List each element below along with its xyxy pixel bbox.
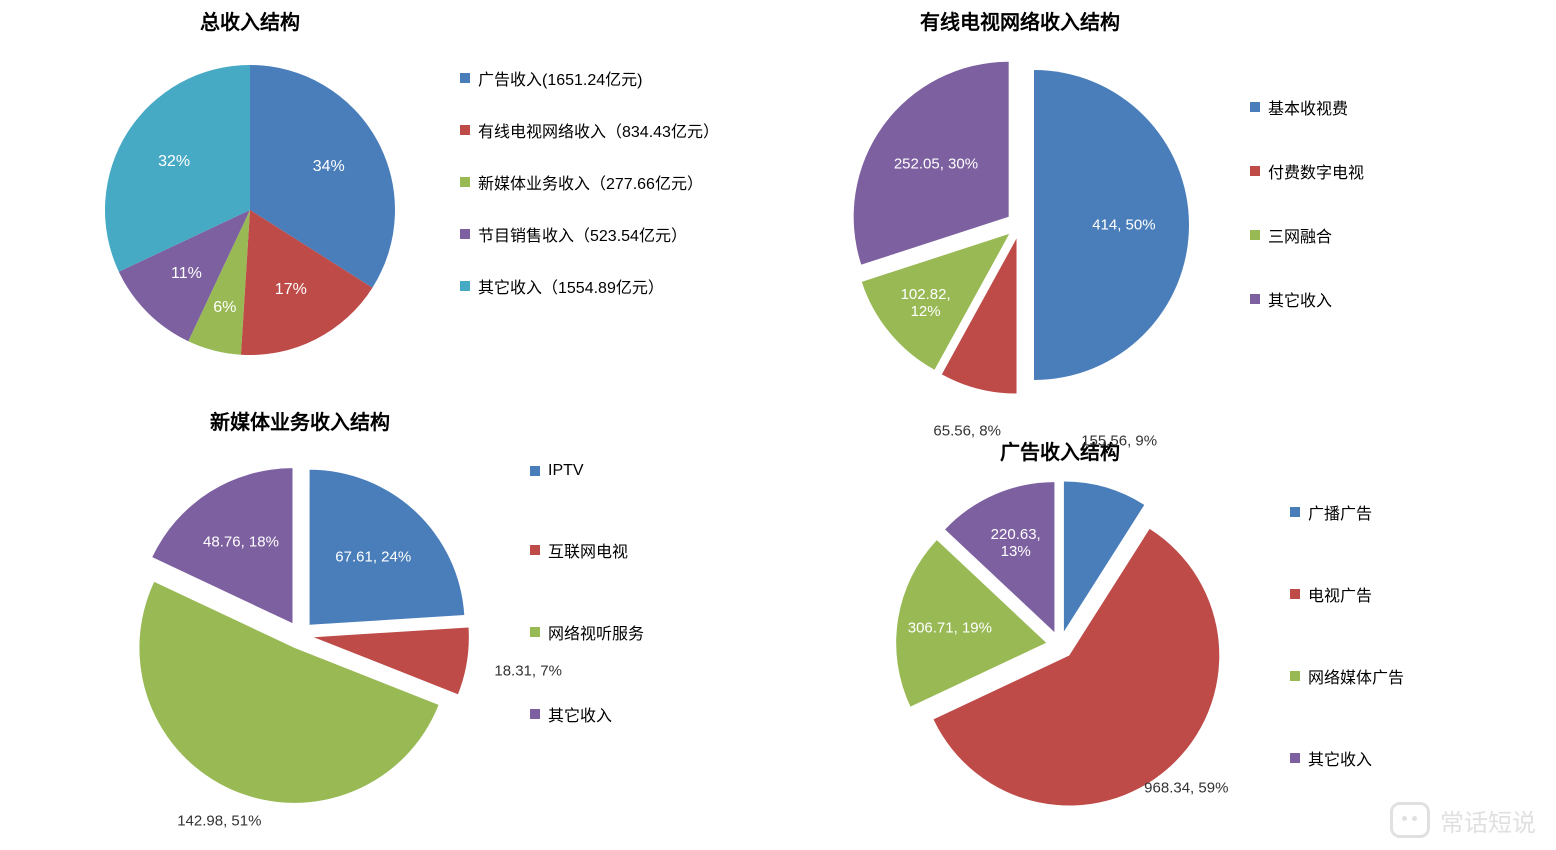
legend-item: IPTV (530, 462, 644, 480)
legend-label: 其它收入 (548, 702, 612, 726)
legend-item: 付费数字电视 (1250, 159, 1364, 183)
pie-slice (310, 470, 465, 625)
legend-swatch (1290, 589, 1300, 599)
pie-slice-label: 306.71, 19% (908, 619, 992, 636)
pie-slice-label: 220.63, 13% (991, 526, 1041, 560)
legend-label: 广告收入(1651.24亿元) (478, 66, 643, 90)
legend-item: 广播广告 (1290, 500, 1404, 524)
legend-label: 网络视听服务 (548, 620, 644, 644)
pie-slice-label: 11% (171, 265, 202, 283)
legend-label: 其它收入 (1308, 746, 1372, 770)
chart-newmedia-revenue: 新媒体业务收入结构67.61, 24%18.31, 7%142.98, 51%4… (100, 400, 800, 840)
legend-label: 基本收视费 (1268, 95, 1348, 119)
chart-cable-revenue: 有线电视网络收入结构414, 50%65.56, 8%102.82, 12%25… (820, 0, 1540, 420)
legend-swatch (1290, 507, 1300, 517)
wechat-icon (1390, 802, 1430, 838)
legend-swatch (1250, 294, 1260, 304)
legend-label: 其它收入（1554.89亿元） (478, 274, 664, 298)
chart-ad-revenue: 广告收入结构155.56, 9%968.34, 59%306.71, 19%22… (860, 430, 1540, 840)
legend-label: 有线电视网络收入（834.43亿元） (478, 118, 719, 142)
legend-swatch (460, 177, 470, 187)
legend-swatch (460, 281, 470, 291)
pie-slice-label: 48.76, 18% (203, 534, 279, 551)
pie-slice-label: 67.61, 24% (335, 549, 411, 566)
legend-swatch (460, 73, 470, 83)
chart-legend: 广告收入(1651.24亿元) 有线电视网络收入（834.43亿元） 新媒体业务收入… (460, 66, 719, 298)
legend-item: 节目销售收入（523.54亿元） (460, 222, 719, 246)
legend-item: 其它收入 (1250, 287, 1364, 311)
pie-slice-label: 17% (275, 281, 307, 299)
legend-item: 其它收入 (530, 702, 644, 726)
pie-slice-label: 968.34, 59% (1144, 780, 1228, 797)
legend-swatch (530, 627, 540, 637)
chart-legend: 广播广告电视广告网络媒体广告其它收入 (1290, 500, 1404, 770)
legend-label: 互联网电视 (548, 538, 628, 562)
legend-label: IPTV (548, 462, 584, 480)
pie-slice-label: 155.56, 9% (1081, 433, 1157, 450)
legend-label: 电视广告 (1308, 582, 1372, 606)
legend-item: 新媒体业务收入（277.66亿元） (460, 170, 719, 194)
legend-swatch (1250, 166, 1260, 176)
legend-item: 网络视听服务 (530, 620, 644, 644)
legend-item: 基本收视费 (1250, 95, 1364, 119)
legend-label: 节目销售收入（523.54亿元） (478, 222, 687, 246)
watermark: 常话短说 (1390, 802, 1536, 838)
legend-item: 其它收入（1554.89亿元） (460, 274, 719, 298)
watermark-text: 常话短说 (1440, 803, 1536, 838)
legend-label: 付费数字电视 (1268, 159, 1364, 183)
legend-swatch (530, 466, 540, 476)
pie-slice-label: 414, 50% (1092, 217, 1155, 234)
legend-swatch (1290, 671, 1300, 681)
legend-item: 三网融合 (1250, 223, 1364, 247)
legend-item: 其它收入 (1290, 746, 1404, 770)
legend-swatch (1290, 753, 1300, 763)
legend-label: 广播广告 (1308, 500, 1372, 524)
legend-label: 网络媒体广告 (1308, 664, 1404, 688)
pie-slice-label: 252.05, 30% (894, 155, 978, 172)
legend-item: 互联网电视 (530, 538, 644, 562)
chart-legend: IPTV 互联网电视网络视听服务其它收入 (530, 462, 644, 726)
legend-swatch (460, 229, 470, 239)
legend-label: 新媒体业务收入（277.66亿元） (478, 170, 703, 194)
legend-swatch (530, 709, 540, 719)
legend-swatch (1250, 102, 1260, 112)
pie-slice-label: 6% (213, 299, 236, 317)
legend-item: 有线电视网络收入（834.43亿元） (460, 118, 719, 142)
legend-item: 广告收入(1651.24亿元) (460, 66, 719, 90)
legend-swatch (530, 545, 540, 555)
chart-legend: 基本收视费付费数字电视三网融合其它收入 (1250, 95, 1364, 311)
pie-slice-label: 34% (313, 158, 345, 176)
chart-total-revenue: 总收入结构34%17%6%11%32%广告收入(1651.24亿元)有线电视网络… (40, 0, 800, 400)
legend-swatch (1250, 230, 1260, 240)
legend-item: 网络媒体广告 (1290, 664, 1404, 688)
pie-slice-label: 142.98, 51% (177, 813, 261, 830)
legend-label: 三网融合 (1268, 223, 1332, 247)
legend-swatch (460, 125, 470, 135)
legend-item: 电视广告 (1290, 582, 1404, 606)
legend-label: 其它收入 (1268, 287, 1332, 311)
pie-slice-label: 102.82, 12% (901, 286, 951, 320)
pie-slice-label: 32% (158, 153, 190, 171)
